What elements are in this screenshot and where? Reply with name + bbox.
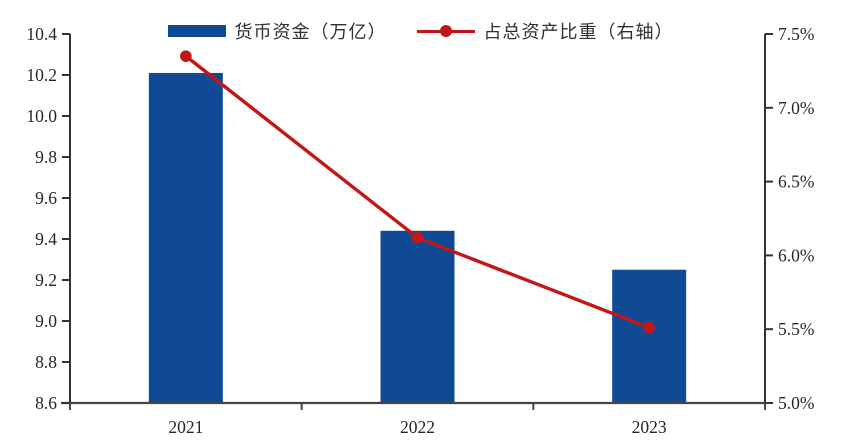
left-axis-tick-label: 10.2	[26, 65, 57, 85]
left-axis-tick-label: 9.2	[35, 270, 57, 290]
bar-2022	[380, 230, 455, 403]
line-point-2021	[180, 50, 192, 62]
right-axis-tick-label: 7.5%	[778, 24, 814, 44]
x-axis-category-label: 2021	[168, 417, 203, 437]
bar-2023	[612, 269, 687, 403]
right-axis-tick-label: 6.0%	[778, 245, 814, 265]
left-axis-tick-label: 10.4	[26, 24, 57, 44]
left-axis-tick-label: 10.0	[26, 106, 57, 126]
left-axis-tick-label: 9.6	[35, 188, 57, 208]
bar-2021	[148, 72, 223, 403]
left-axis-tick-label: 9.4	[35, 229, 57, 249]
right-axis-tick-label: 5.5%	[778, 319, 814, 339]
left-axis-tick-label: 9.8	[35, 147, 57, 167]
right-axis-tick-label: 6.5%	[778, 172, 814, 192]
line-point-2022	[411, 231, 424, 244]
left-axis-tick-label: 9.0	[35, 311, 57, 331]
right-axis-tick-label: 7.0%	[778, 98, 814, 118]
left-axis-tick-label: 8.6	[35, 393, 57, 413]
x-axis-category-label: 2023	[632, 417, 667, 437]
line-point-2023	[643, 321, 655, 334]
x-axis-category-label: 2022	[400, 417, 435, 437]
left-axis-tick-label: 8.8	[35, 352, 57, 372]
right-axis-tick-label: 5.0%	[778, 393, 814, 413]
